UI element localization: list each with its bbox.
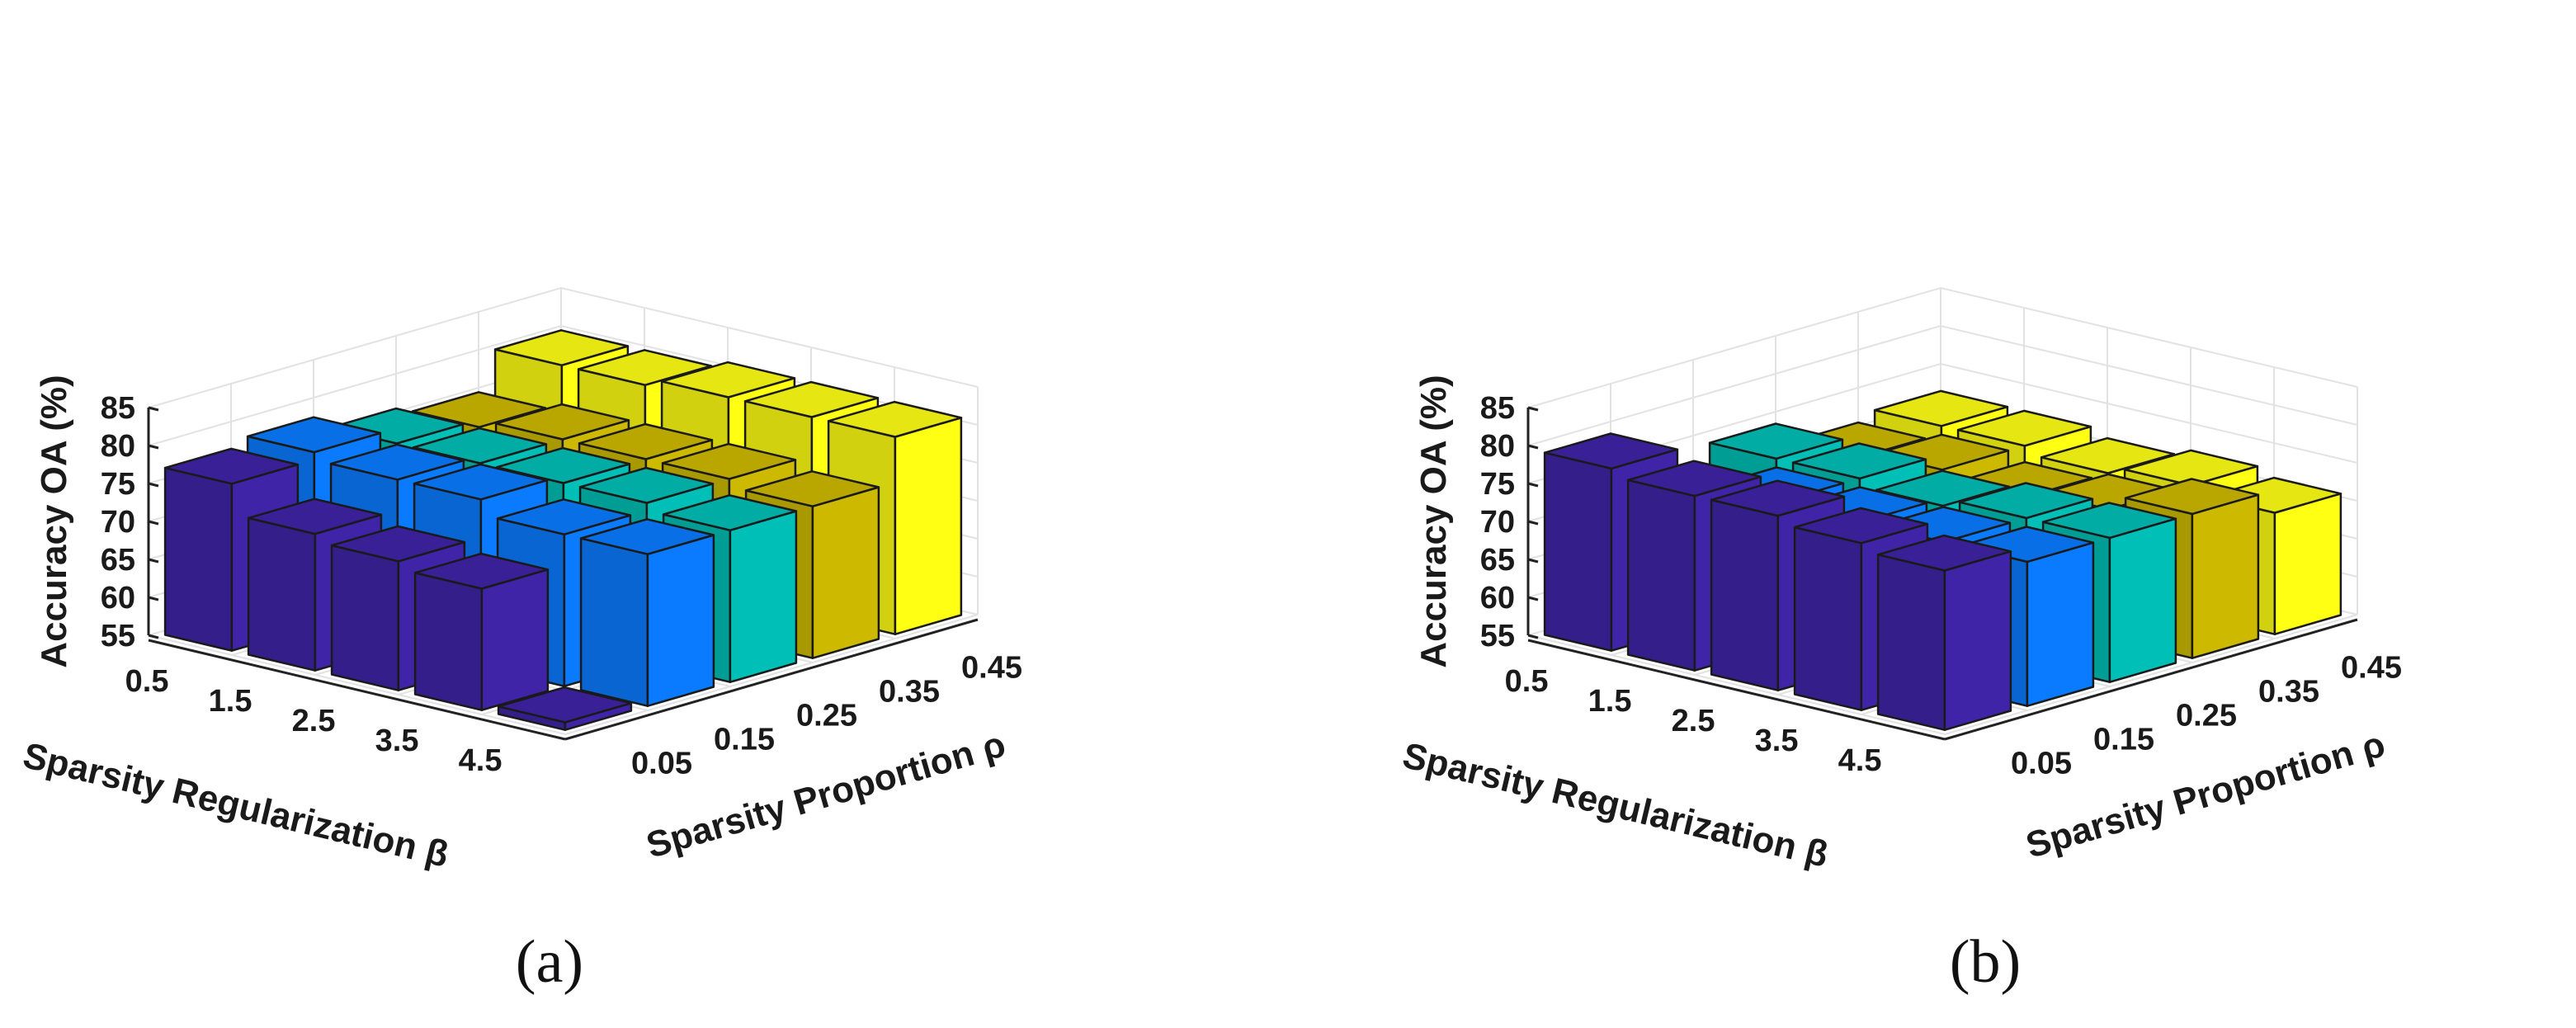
beta-axis [1527, 639, 1946, 741]
rho-tick-labels: 0.05 0.15 0.25 0.35 0.45 [2011, 651, 2402, 781]
rho-axis-label: Sparsity Proportion ρ [2022, 724, 2390, 865]
z-tick-label: 70 [101, 505, 135, 540]
rho-axis [1944, 618, 2358, 741]
panel-caption: (b) [1950, 928, 2021, 996]
bar [579, 518, 715, 707]
z-axis-label: Accuracy OA (%) [34, 375, 74, 667]
rho-tick-label: 0.15 [714, 723, 775, 757]
z-tick-label: 70 [1480, 505, 1515, 540]
rho-tick-label: 0.45 [2341, 651, 2402, 686]
beta-tick-label: 3.5 [375, 724, 419, 758]
z-tick-label: 80 [101, 429, 135, 464]
beta-tick-labels: 0.5 1.5 2.5 3.5 4.5 [1505, 664, 1882, 778]
z-tick-label: 80 [1480, 429, 1515, 464]
beta-tick-labels: 0.5 1.5 2.5 3.5 4.5 [125, 664, 502, 778]
rho-tick-label: 0.45 [961, 651, 1022, 686]
rho-tick-label: 0.05 [2011, 747, 2072, 781]
bar [1876, 534, 2012, 731]
beta-tick-label: 1.5 [209, 684, 252, 719]
rho-tick-label: 0.25 [796, 699, 857, 733]
z-tick-label: 65 [101, 543, 135, 578]
z-tick-label: 55 [1480, 619, 1515, 653]
beta-tick-label: 0.5 [125, 664, 169, 699]
z-tick-label: 85 [1480, 391, 1515, 426]
rho-axis-label: Sparsity Proportion ρ [642, 724, 1010, 865]
z-tick-label: 75 [101, 467, 135, 502]
z-tick-label: 60 [101, 581, 135, 615]
rho-tick-labels: 0.05 0.15 0.25 0.35 0.45 [631, 651, 1022, 781]
z-axis-label: Accuracy OA (%) [1413, 375, 1454, 667]
beta-tick-label: 2.5 [292, 704, 336, 738]
beta-tick-label: 4.5 [459, 743, 502, 778]
beta-tick-label: 3.5 [1755, 724, 1799, 758]
z-tick-label: 65 [1480, 543, 1515, 578]
rho-tick-label: 0.05 [631, 747, 692, 781]
beta-tick-label: 0.5 [1505, 664, 1549, 699]
bar [413, 552, 550, 711]
bar [497, 686, 633, 731]
z-tick-label: 85 [101, 391, 135, 426]
beta-tick-label: 4.5 [1838, 743, 1882, 778]
rho-tick-label: 0.35 [2258, 675, 2319, 710]
beta-axis [148, 639, 566, 741]
bars [163, 329, 963, 731]
beta-tick-label: 2.5 [1672, 704, 1715, 738]
z-tick-label: 60 [1480, 581, 1515, 615]
z-tick-label: 75 [1480, 467, 1515, 502]
rho-tick-label: 0.15 [2093, 723, 2154, 757]
rho-axis [564, 618, 979, 741]
beta-tick-label: 1.5 [1588, 684, 1632, 719]
bars [1543, 389, 2342, 731]
rho-tick-label: 0.25 [2176, 699, 2237, 733]
z-tick-label: 55 [101, 619, 135, 653]
panel-caption: (a) [516, 928, 583, 996]
rho-tick-label: 0.35 [879, 675, 940, 710]
